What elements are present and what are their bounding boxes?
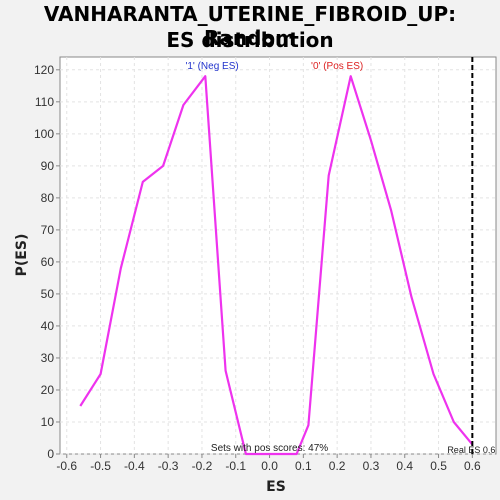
- x-axis-title: ES: [266, 479, 286, 495]
- x-tick-label: 0.6: [464, 459, 481, 473]
- y-tick-label: 30: [41, 351, 55, 365]
- y-tick-label: 80: [41, 191, 55, 205]
- y-tick-label: 10: [41, 415, 55, 429]
- x-tick-label: 0.4: [396, 459, 413, 473]
- y-axis: 0 10 20 30 40 50 60 70 80 90 100 110 120: [34, 63, 60, 461]
- y-tick-label: 50: [41, 287, 55, 301]
- x-tick-label: -0.5: [90, 459, 111, 473]
- x-tick-label: 0.1: [295, 459, 312, 473]
- y-tick-label: 110: [35, 95, 54, 109]
- y-axis-title: P(ES): [14, 234, 30, 277]
- x-tick-label: -0.4: [124, 459, 145, 473]
- y-tick-label: 100: [34, 127, 54, 141]
- series-line: [79, 75, 474, 456]
- y-tick-label: 90: [41, 159, 55, 173]
- y-tick-label: 0: [47, 447, 54, 461]
- x-tick-label: -0.2: [192, 459, 213, 473]
- real-es-label: Real ES 0.6: [447, 445, 495, 455]
- y-tick-label: 120: [34, 63, 54, 77]
- x-tick-label: 0.2: [329, 459, 346, 473]
- y-tick-label: 40: [41, 319, 55, 333]
- grid-lines: [60, 57, 496, 455]
- chart-title-line-2: ES distribution: [166, 28, 334, 52]
- x-tick-label: 0.0: [261, 459, 278, 473]
- neg-es-label: '1' (Neg ES): [185, 61, 238, 72]
- x-tick-label: 0.3: [363, 459, 380, 473]
- x-tick-label: -0.1: [225, 459, 246, 473]
- chart-title-line-1: VANHARANTA_UTERINE_FIBROID_UP: Random: [43, 2, 457, 50]
- y-tick-label: 20: [41, 383, 55, 397]
- y-tick-label: 60: [41, 255, 55, 269]
- plot-area: [59, 56, 497, 455]
- sets-pos-scores-label: Sets with pos scores: 47%: [211, 443, 328, 454]
- x-tick-label: -0.3: [158, 459, 179, 473]
- pos-es-label: '0' (Pos ES): [311, 61, 363, 72]
- x-tick-label: -0.6: [56, 459, 77, 473]
- y-tick-label: 70: [41, 223, 55, 237]
- x-axis: -0.6 -0.5 -0.4 -0.3 -0.2 -0.1 0.0 0.1 0.2 0.3 0.4 0…: [56, 454, 481, 473]
- x-tick-label: 0.5: [430, 459, 447, 473]
